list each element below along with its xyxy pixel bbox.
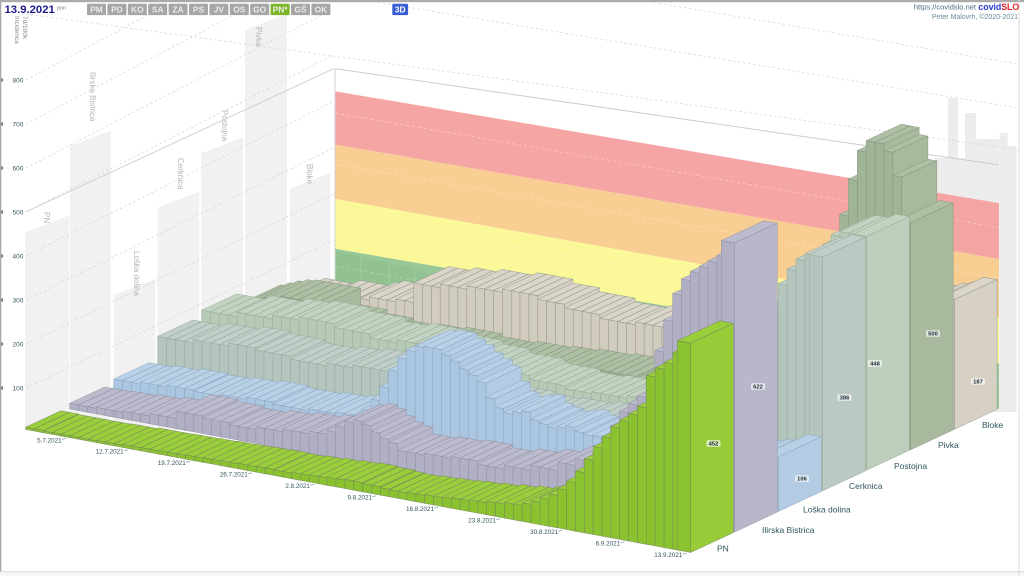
svg-text:Cerknica: Cerknica bbox=[849, 481, 883, 491]
svg-text:7d/100k: 7d/100k bbox=[21, 16, 28, 40]
svg-text:Bloke: Bloke bbox=[982, 420, 1004, 430]
svg-text:13.9.2021: 13.9.2021 bbox=[654, 552, 683, 559]
svg-text:100: 100 bbox=[13, 385, 24, 392]
svg-text:452: 452 bbox=[709, 442, 719, 448]
svg-text:500: 500 bbox=[13, 209, 24, 216]
svg-text:Loška dolina: Loška dolina bbox=[803, 505, 851, 515]
svg-text:OS: OS bbox=[233, 5, 246, 15]
svg-text:SLO: SLO bbox=[1001, 2, 1019, 12]
svg-text:PN*: PN* bbox=[273, 5, 289, 15]
svg-text:600: 600 bbox=[13, 165, 24, 172]
svg-text:Ilirska Bistrica: Ilirska Bistrica bbox=[762, 525, 815, 535]
svg-text:PN: PN bbox=[717, 544, 729, 554]
svg-text:200: 200 bbox=[13, 341, 24, 348]
svg-text:KO: KO bbox=[131, 5, 144, 15]
svg-text:Postojna: Postojna bbox=[894, 461, 927, 471]
svg-text:GŠ: GŠ bbox=[294, 4, 307, 15]
svg-text:400: 400 bbox=[13, 253, 24, 260]
svg-text:13.9.2021: 13.9.2021 bbox=[5, 4, 55, 16]
svg-text:448: 448 bbox=[870, 362, 880, 368]
svg-text:9.8.2021: 9.8.2021 bbox=[347, 495, 372, 502]
svg-text:700: 700 bbox=[13, 121, 24, 128]
svg-text:30.8.2021: 30.8.2021 bbox=[530, 529, 559, 536]
svg-text:Incidenca: Incidenca bbox=[13, 16, 20, 44]
svg-text:300: 300 bbox=[13, 297, 24, 304]
svg-text:386: 386 bbox=[840, 396, 850, 402]
svg-text:23.8.2021: 23.8.2021 bbox=[468, 518, 497, 525]
svg-text:2.8.2021: 2.8.2021 bbox=[285, 483, 310, 490]
svg-text:3D: 3D bbox=[395, 5, 406, 15]
svg-text:19.7.2021: 19.7.2021 bbox=[158, 460, 187, 467]
svg-text:Loška dolina: Loška dolina bbox=[132, 251, 141, 296]
svg-text:ZA: ZA bbox=[173, 5, 184, 15]
svg-text:Ilirska Bistrica: Ilirska Bistrica bbox=[88, 72, 97, 122]
svg-text:Cerknica: Cerknica bbox=[176, 158, 185, 190]
svg-text:PD: PD bbox=[111, 5, 123, 15]
svg-text:6.9.2021: 6.9.2021 bbox=[596, 541, 621, 548]
svg-text:12.7.2021: 12.7.2021 bbox=[96, 449, 125, 456]
svg-text:800: 800 bbox=[13, 77, 24, 84]
svg-text:JV: JV bbox=[214, 5, 225, 15]
svg-text:https://covidslo.net: https://covidslo.net bbox=[914, 3, 977, 12]
svg-text:5.7.2021: 5.7.2021 bbox=[37, 437, 62, 444]
svg-text:26.7.2021: 26.7.2021 bbox=[220, 472, 249, 479]
svg-text:pon: pon bbox=[57, 5, 66, 11]
svg-text:16.8.2021: 16.8.2021 bbox=[406, 506, 435, 513]
svg-text:187: 187 bbox=[973, 380, 983, 386]
svg-text:OK: OK bbox=[315, 5, 328, 15]
svg-text:GO: GO bbox=[253, 5, 267, 15]
svg-text:SA: SA bbox=[152, 5, 164, 15]
svg-text:PS: PS bbox=[193, 5, 205, 15]
svg-text:622: 622 bbox=[753, 385, 763, 391]
svg-text:Pivka: Pivka bbox=[254, 27, 263, 47]
svg-text:PN: PN bbox=[42, 212, 51, 223]
svg-text:Postojna: Postojna bbox=[220, 110, 229, 142]
svg-text:covid: covid bbox=[978, 2, 1001, 12]
svg-text:500: 500 bbox=[928, 332, 938, 338]
svg-text:PM: PM bbox=[90, 5, 103, 15]
svg-text:106: 106 bbox=[797, 477, 807, 483]
svg-text:Bloke: Bloke bbox=[305, 164, 314, 185]
svg-text:Peter Malovrh, ©2020-2021: Peter Malovrh, ©2020-2021 bbox=[932, 13, 1018, 21]
svg-text:Pivka: Pivka bbox=[938, 440, 959, 450]
